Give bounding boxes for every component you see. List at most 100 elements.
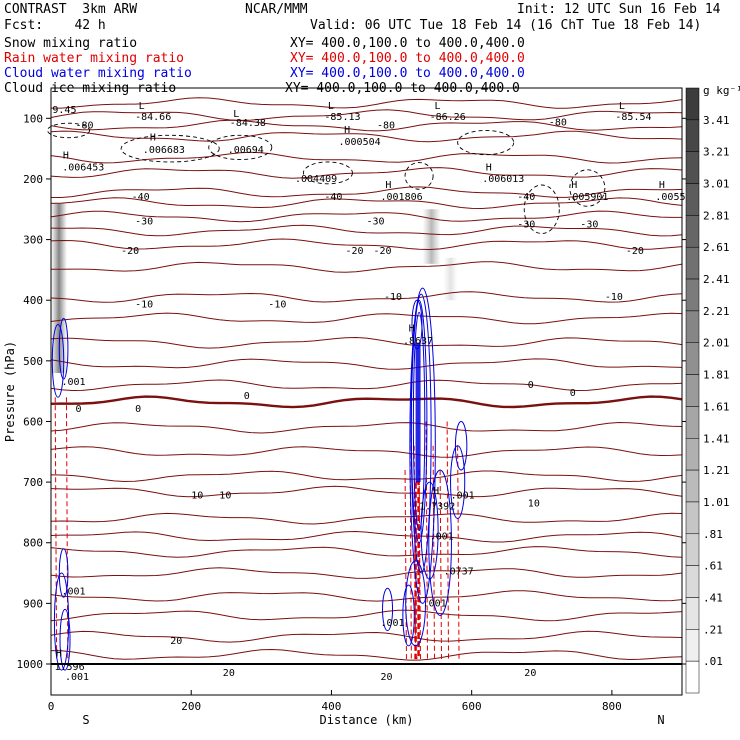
y-tick-label: 400 <box>23 294 43 307</box>
snow-shade-column <box>422 209 441 264</box>
contour-label: -86.26 <box>430 112 466 123</box>
contour-label: 10 <box>528 498 540 509</box>
field-snow-xy: XY= 400.0,100.0 to 400.0,400.0 <box>290 36 525 51</box>
snow-shade-column <box>443 257 458 301</box>
model-name: CONTRAST 3km ARW <box>4 2 138 17</box>
colorbar-label: .21 <box>703 623 723 636</box>
contour-label: -20 <box>374 246 392 257</box>
cloud-ice-contour <box>457 129 515 156</box>
contour-label: .006453 <box>62 163 104 174</box>
contour-label: .001 <box>381 618 405 629</box>
contour-label: H <box>659 180 665 191</box>
colorbar-label: 1.21 <box>703 464 730 477</box>
colorbar-swatch <box>685 151 700 184</box>
contour-label: .001 <box>430 532 454 543</box>
colorbar-label: 1.01 <box>703 496 730 509</box>
temperature-contour <box>50 512 683 525</box>
contour-label: H <box>409 324 415 335</box>
valid-time: Valid: 06 UTC Tue 18 Feb 14 (16 ChT Tue … <box>310 18 702 33</box>
temperature-contour <box>50 470 683 483</box>
contour-label: L <box>619 101 625 112</box>
x-tick-label: 200 <box>181 700 201 713</box>
temperature-contour <box>50 395 683 409</box>
contour-label: -20 <box>346 246 364 257</box>
cloud-water-contour <box>410 293 432 574</box>
colorbar-label: 2.01 <box>703 337 730 350</box>
field-cloud-water-xy: XY= 400.0,100.0 to 400.0,400.0 <box>290 66 525 81</box>
colorbar-swatch <box>685 342 700 375</box>
x-axis-label: Distance (km) <box>320 713 414 727</box>
contour-label: .001806 <box>381 192 423 203</box>
rain-contour <box>65 397 69 661</box>
contour-label: -30 <box>367 216 385 227</box>
temperature-contour <box>51 261 683 273</box>
y-tick-label: 600 <box>23 415 43 428</box>
x-tick-label: 600 <box>462 700 482 713</box>
cloud-ice-contour <box>569 169 606 207</box>
colorbar-swatch <box>685 278 700 312</box>
colorbar-swatch <box>685 310 700 343</box>
field-rain-xy: XY= 400.0,100.0 to 400.0,400.0 <box>290 51 525 66</box>
rain-contour <box>432 445 436 661</box>
x-tick-label: 400 <box>322 700 342 713</box>
temperature-contour <box>50 546 683 558</box>
cloud-ice-contour <box>523 184 560 234</box>
cloud-ice-contour <box>302 161 353 185</box>
contour-label: -10 <box>135 300 153 311</box>
cloud-water-contour <box>59 608 71 671</box>
contour-label: .006013 <box>482 174 524 185</box>
contour-label: .001 <box>62 586 86 597</box>
colorbar-label: .01 <box>703 655 723 668</box>
plot-border <box>50 87 683 696</box>
colorbar: 3.41 3.21 3.01 2.81 2.61 2.41 2.21 2.01 1.81 1.61… <box>685 84 740 694</box>
colorbar-swatch <box>685 565 700 598</box>
org-name: NCAR/MMM <box>245 2 308 17</box>
colorbar-unit: g kg⁻¹ <box>703 84 740 97</box>
contour-label: -80 <box>549 118 567 129</box>
contour-label: -30 <box>135 216 153 227</box>
compass-north: N <box>657 713 664 727</box>
contour-label: L <box>233 109 239 120</box>
contour-label: -20 <box>121 246 139 257</box>
snow-shading <box>51 203 458 373</box>
temperature-contour <box>50 590 683 602</box>
forecast-hour: Fcst: 42 h <box>4 18 106 33</box>
temperature-contour <box>50 238 683 251</box>
contour-label: H <box>433 486 439 497</box>
field-rain-name: Rain water mixing ratio <box>4 51 185 66</box>
x-tick-label: 0 <box>48 700 55 713</box>
colorbar-swatch <box>685 597 700 630</box>
contour-label: -10 <box>605 292 623 303</box>
y-axis-label: Pressure (hPa) <box>3 341 17 442</box>
contour-label: -40 <box>517 192 535 203</box>
colorbar-swatch <box>685 629 700 662</box>
temperature-contour <box>50 312 683 325</box>
contour-label: H <box>571 180 577 191</box>
colorbar-swatch <box>685 406 700 439</box>
contour-label: 9.45 <box>52 105 76 116</box>
contour-label: .001 <box>65 672 89 683</box>
cloud-water-contour <box>450 445 466 519</box>
colorbar-label: .41 <box>703 591 723 604</box>
colorbar-label: 2.81 <box>703 209 730 222</box>
contour-label: H <box>385 180 391 191</box>
contour-label: 0 <box>570 388 576 399</box>
temperature-contour <box>50 446 683 458</box>
colorbar-swatch <box>685 660 700 694</box>
temperature-contour <box>50 151 683 164</box>
contour-label: -30 <box>580 220 598 231</box>
field-cloud-water-name: Cloud water mixing ratio <box>4 66 192 81</box>
contour-label: 10 <box>219 491 231 502</box>
temperature-contour <box>50 358 683 370</box>
temperature-contour <box>50 421 683 434</box>
contour-label: H <box>56 649 62 660</box>
cloud-water-contour <box>402 584 415 647</box>
contour-label: .004409 <box>295 174 337 185</box>
colorbar-swatch <box>685 438 700 471</box>
contour-label: .00694 <box>228 145 264 156</box>
colorbar-label: 1.41 <box>703 432 730 445</box>
temperature-contour <box>50 224 683 237</box>
temperature-contour <box>50 336 683 349</box>
cloud-water-contour <box>420 481 439 580</box>
colorbar-label: 3.21 <box>703 146 730 159</box>
